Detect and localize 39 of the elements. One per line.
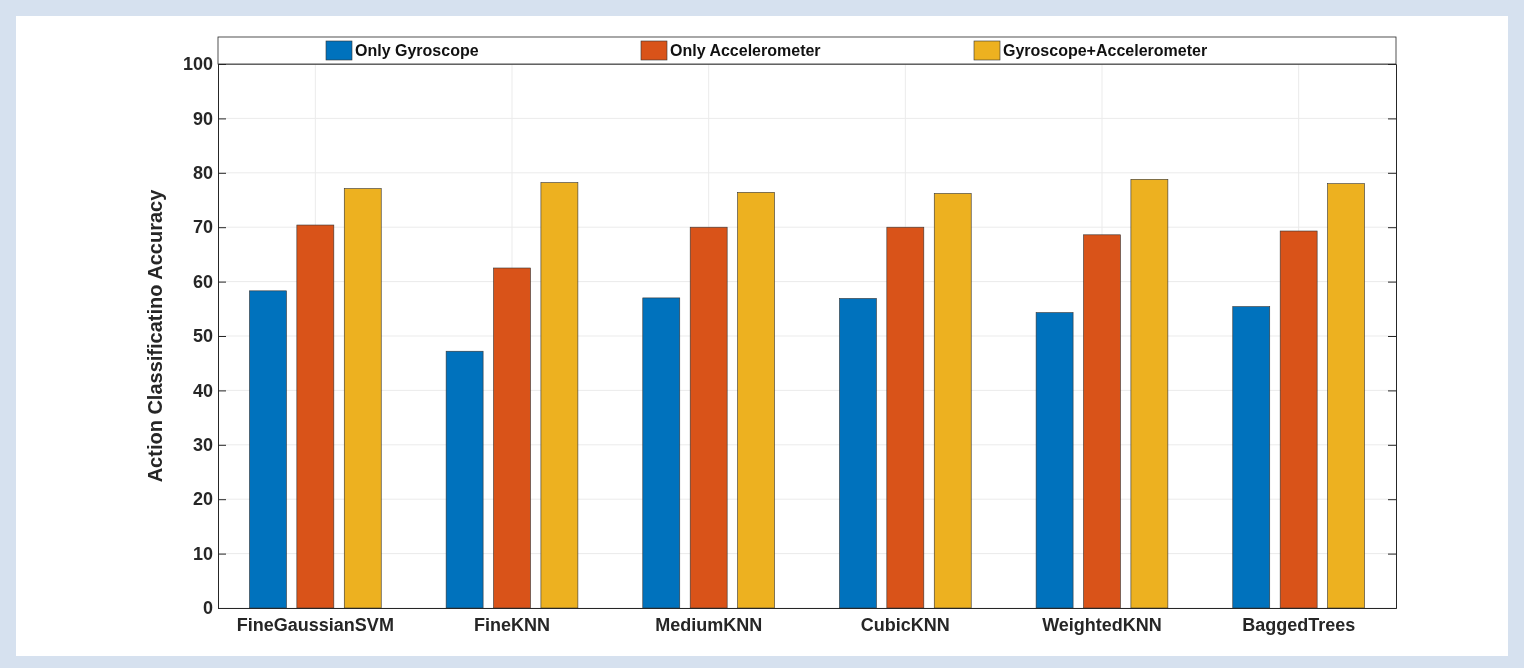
bar xyxy=(1083,234,1121,609)
x-tick-label: BaggedTrees xyxy=(1242,614,1356,635)
bar xyxy=(1232,306,1271,609)
y-tick-label: 10 xyxy=(192,543,213,564)
y-tick-label: 100 xyxy=(182,54,213,75)
bar xyxy=(689,226,728,609)
bar xyxy=(886,226,925,609)
y-tick-label: 40 xyxy=(192,380,213,401)
x-tick-label: WeightedKNN xyxy=(1042,614,1162,635)
y-tick-label: 50 xyxy=(192,326,213,347)
legend-label: Only Accelerometer xyxy=(670,42,821,59)
y-tick-label: 20 xyxy=(192,489,213,510)
y-axis-title: Action Classificatino Accuracy xyxy=(144,188,166,483)
bar xyxy=(540,182,579,609)
bar xyxy=(1130,179,1169,609)
bar xyxy=(1279,230,1318,609)
bar xyxy=(343,188,382,609)
bar xyxy=(1327,183,1365,609)
x-tick-label: MediumKNN xyxy=(655,614,763,635)
y-tick-label: 90 xyxy=(192,108,213,129)
bar xyxy=(493,267,531,609)
bar xyxy=(296,224,335,609)
bar xyxy=(1035,312,1074,609)
bar xyxy=(445,350,484,609)
bar xyxy=(737,192,775,609)
x-tick-label: FineGaussianSVM xyxy=(236,614,394,635)
bar xyxy=(933,193,972,609)
bar xyxy=(249,290,287,609)
x-tick-label: FineKNN xyxy=(474,614,551,635)
x-tick-label: CubicKNN xyxy=(860,614,950,635)
bar xyxy=(839,298,877,609)
bar xyxy=(642,297,681,609)
y-tick-label: 0 xyxy=(202,598,213,619)
y-tick-label: 30 xyxy=(192,435,213,456)
y-tick-label: 60 xyxy=(192,271,213,292)
legend-label: Only Gyroscope xyxy=(355,42,479,59)
y-tick-label: 70 xyxy=(192,217,213,238)
y-tick-label: 80 xyxy=(192,163,213,184)
legend-label: Gyroscope+Accelerometer xyxy=(1003,42,1208,59)
